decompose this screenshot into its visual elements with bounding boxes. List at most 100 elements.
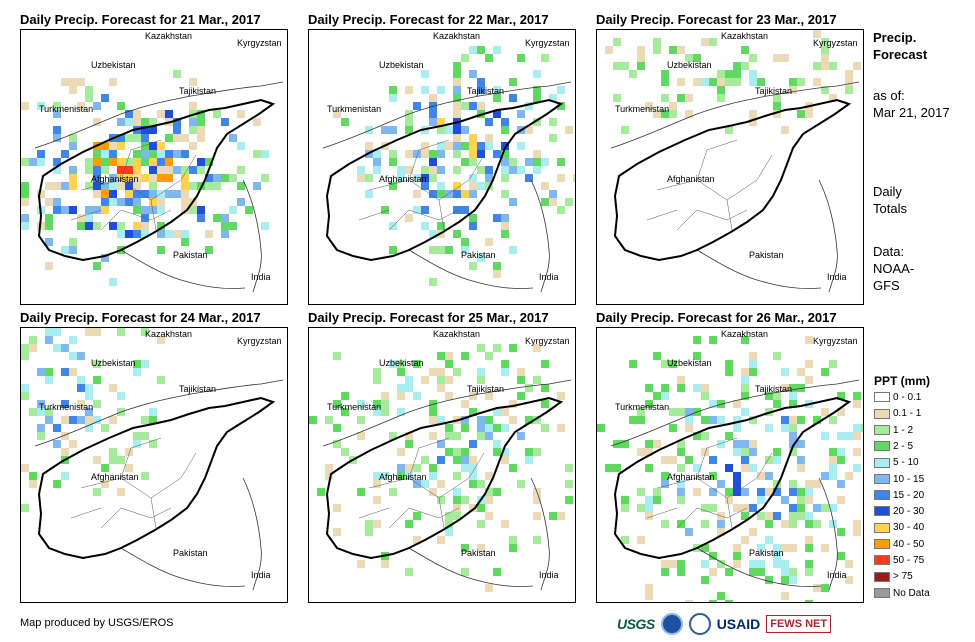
precip-cell <box>157 158 165 166</box>
province-boundary <box>696 437 738 479</box>
precip-cell <box>741 512 749 520</box>
precip-cell <box>661 360 669 368</box>
precip-cell <box>85 94 93 102</box>
precip-cell <box>773 400 781 408</box>
precip-cell <box>525 448 533 456</box>
precip-cell <box>789 488 797 496</box>
precip-cell <box>109 456 117 464</box>
precip-cell <box>373 158 381 166</box>
precip-cell <box>429 158 437 166</box>
precip-cell <box>445 376 453 384</box>
precip-cell <box>429 432 437 440</box>
precip-cell <box>413 190 421 198</box>
daily-label: Daily <box>873 184 902 199</box>
precip-cell <box>453 182 461 190</box>
precip-cell <box>501 126 509 134</box>
precip-cell <box>325 416 333 424</box>
precip-cell <box>445 360 453 368</box>
precip-cell <box>45 262 53 270</box>
precip-cell <box>53 134 61 142</box>
precip-cell <box>829 94 837 102</box>
asof-label: as of: <box>873 88 905 103</box>
legend-swatch <box>874 457 890 468</box>
precip-cell <box>469 392 477 400</box>
precip-cell <box>837 432 845 440</box>
precip-cell <box>477 416 485 424</box>
precip-cell <box>525 174 533 182</box>
precip-cell <box>693 384 701 392</box>
precip-cell <box>741 376 749 384</box>
precip-cell <box>389 158 397 166</box>
precip-cell <box>645 384 653 392</box>
precip-cell <box>45 408 53 416</box>
data-source-2: GFS <box>873 278 900 293</box>
precip-cell <box>37 408 45 416</box>
precip-cell <box>821 584 829 592</box>
precip-cell <box>549 512 557 520</box>
precip-cell <box>773 552 781 560</box>
precip-cell <box>805 520 813 528</box>
precip-cell <box>781 568 789 576</box>
country-label-tajikistan: Tajikistan <box>179 86 216 96</box>
precip-cell <box>429 174 437 182</box>
province-boundary <box>358 507 390 519</box>
precip-cell <box>53 480 61 488</box>
legend-item: No Data <box>874 588 930 600</box>
precip-cell <box>741 440 749 448</box>
precip-cell <box>149 118 157 126</box>
precip-cell <box>485 496 493 504</box>
precip-cell <box>109 448 117 456</box>
precip-cell <box>837 480 845 488</box>
precip-cell <box>21 392 29 400</box>
precip-cell <box>805 496 813 504</box>
precip-cell <box>757 544 765 552</box>
province-boundary <box>676 507 748 529</box>
legend-label: 5 - 10 <box>893 457 919 469</box>
province-boundary <box>120 139 162 181</box>
precip-cell <box>453 86 461 94</box>
precip-cell <box>645 512 653 520</box>
precip-cell <box>541 400 549 408</box>
precip-cell <box>485 392 493 400</box>
precip-cell <box>141 328 149 336</box>
precip-cell <box>429 166 437 174</box>
country-label-india: India <box>827 272 847 282</box>
precip-cell <box>445 246 453 254</box>
precip-cell <box>429 110 437 118</box>
precip-cell <box>685 94 693 102</box>
precip-cell <box>525 126 533 134</box>
precip-cell <box>173 166 181 174</box>
precip-cell <box>765 392 773 400</box>
precip-cell <box>509 544 517 552</box>
country-label-kyrgyzstan: Kyrgyzstan <box>237 38 282 48</box>
precip-cell <box>493 94 501 102</box>
precip-cell <box>141 472 149 480</box>
precip-cell <box>741 448 749 456</box>
precip-cell <box>677 488 685 496</box>
precip-cell <box>85 182 93 190</box>
precip-cell <box>789 86 797 94</box>
precip-cell <box>93 190 101 198</box>
legend-swatch <box>874 555 890 566</box>
precip-cell <box>77 214 85 222</box>
precip-cell <box>397 472 405 480</box>
precip-cell <box>533 166 541 174</box>
precip-cell <box>189 118 197 126</box>
precip-cell <box>533 150 541 158</box>
precip-cell <box>93 400 101 408</box>
precip-cell <box>557 206 565 214</box>
precip-cell <box>437 384 445 392</box>
precip-cell <box>485 54 493 62</box>
precip-cell <box>229 222 237 230</box>
precip-cell <box>501 174 509 182</box>
precip-cell <box>21 102 29 110</box>
precip-cell <box>477 166 485 174</box>
precip-cell <box>37 400 45 408</box>
precip-cell <box>53 328 61 336</box>
precip-cell <box>61 78 69 86</box>
precip-cell <box>605 46 613 54</box>
border-pakistan <box>408 249 534 289</box>
precip-cell <box>69 336 77 344</box>
precip-cell <box>189 182 197 190</box>
panel-title-1: Daily Precip. Forecast for 21 Mar., 2017 <box>20 12 261 27</box>
